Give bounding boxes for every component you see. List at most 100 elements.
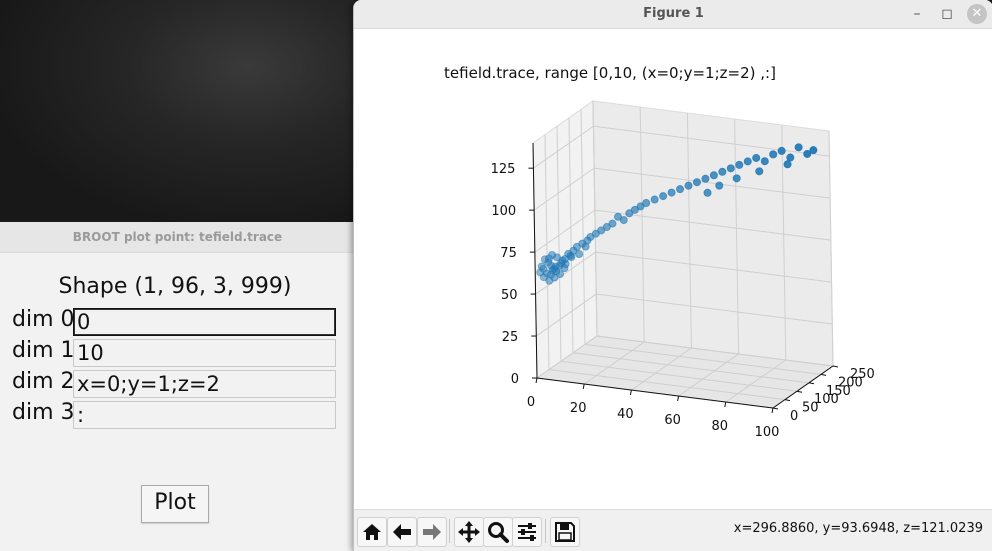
y-tick [772,407,779,410]
dim-3-label: dim 3 [12,400,75,425]
toolbar-separator [449,519,450,543]
z-tick-label: 75 [500,246,517,261]
dim-1-input[interactable]: 10 [73,339,336,367]
scatter-point [786,153,795,162]
y-tick [832,365,839,368]
y-tick-label: 150 [826,384,851,399]
x-tick [771,407,774,414]
scatter-3d-plot: tefield.trace, range [0,10, (x=0;y=1;z=2… [444,64,875,440]
pan-icon[interactable] [454,517,484,547]
scatter-point [701,174,710,183]
grid-line [536,335,834,379]
y-tick-label: 0 [790,409,798,424]
chart-title: tefield.trace, range [0,10, (x=0;y=1;z=2… [444,64,776,82]
scatter-point [718,167,727,176]
dim-3-input[interactable]: : [73,401,336,429]
dim-2-label: dim 2 [12,369,75,394]
scatter-point [703,188,712,197]
scatter-point [709,171,718,180]
cursor-coordinates: x=296.8860, y=93.6948, z=121.0239 [733,521,983,536]
scatter-point [564,249,573,258]
scatter-point [726,164,735,173]
dim-0-input[interactable]: 0 [73,308,336,336]
axis-lines [532,142,834,409]
grid-line [533,167,831,211]
scatter-point [803,149,812,158]
x-tick-label: 0 [527,395,535,410]
dim-1-label: dim 1 [12,338,75,363]
y-tick-label: 50 [802,401,819,416]
figure-window: Figure 1 – ◻ ✕ tefield.trace, range [0,1… [353,0,992,551]
close-icon[interactable]: ✕ [967,4,987,24]
figure-titlebar: Figure 1 – ◻ ✕ [354,0,992,29]
dim-0-label: dim 0 [12,307,75,332]
forward-icon[interactable] [417,517,447,547]
zoom-icon[interactable] [483,517,513,547]
grid-line [535,293,833,337]
scatter-point [614,212,623,221]
scatter-point [809,146,818,155]
dim-2-input[interactable]: x=0;y=1;z=2 [73,370,336,398]
shape-label: Shape (1, 96, 3, 999) [58,274,292,299]
scatter-point [755,167,764,176]
scatter-point [715,181,724,190]
scatter-point [552,253,561,262]
save-icon[interactable] [550,517,580,547]
x-tick-label: 20 [570,401,587,416]
z-tick-label: 25 [502,330,519,345]
scatter-point [659,192,668,201]
scatter-point [539,273,548,282]
z-axis-line [532,142,538,379]
toolbar-separator [545,519,546,543]
dialog-title: BROOT plot point: tefield.trace [0,222,355,253]
x-tick [535,377,538,384]
back-pane [592,100,834,367]
y-axis-line [772,365,834,409]
plot-canvas[interactable]: tefield.trace, range [0,10, (x=0;y=1;z=2… [354,29,992,509]
x-tick [582,383,585,390]
scatter-point [783,160,792,169]
y-tick-label: 250 [850,367,875,382]
z-tick-label: 0 [511,372,519,387]
desktop-background [0,0,355,222]
z-tick-label: 100 [491,204,516,219]
scatter-point [743,157,752,166]
y-tick [808,382,815,385]
x-tick [677,395,680,402]
maximize-icon[interactable]: ◻ [941,6,953,22]
x-tick-label: 80 [712,419,729,434]
scatter-point [752,153,761,162]
plot-button[interactable]: Plot [141,485,209,523]
scatter-point [540,255,549,264]
grid-line [533,125,830,169]
scatter-point [692,178,701,187]
scatter-point [760,157,769,166]
y-tick [820,373,827,376]
scatter-point [684,181,693,190]
configure-subplots-icon[interactable] [512,517,542,547]
x-tick [724,401,727,408]
x-tick-label: 40 [617,407,634,422]
y-tick-label: 200 [838,375,863,390]
scatter-point [547,270,556,279]
back-icon[interactable] [387,517,417,547]
minimize-icon[interactable]: – [913,6,921,22]
y-tick [784,399,791,402]
z-tick-label: 50 [501,288,518,303]
x-tick-label: 100 [755,425,780,440]
scatter-point [537,262,546,271]
scatter-point [667,188,676,197]
scatter-point [560,264,569,273]
scatter-point [732,174,741,183]
home-icon[interactable] [357,517,387,547]
z-tick-label: 125 [491,162,516,177]
x-tick [629,389,632,396]
scatter-point [794,143,803,152]
scatter-point [735,160,744,169]
grid-line [534,209,831,253]
scatter-point [650,195,659,204]
data-points [536,143,818,285]
scatter-point [676,185,685,194]
scatter-point [769,150,778,159]
